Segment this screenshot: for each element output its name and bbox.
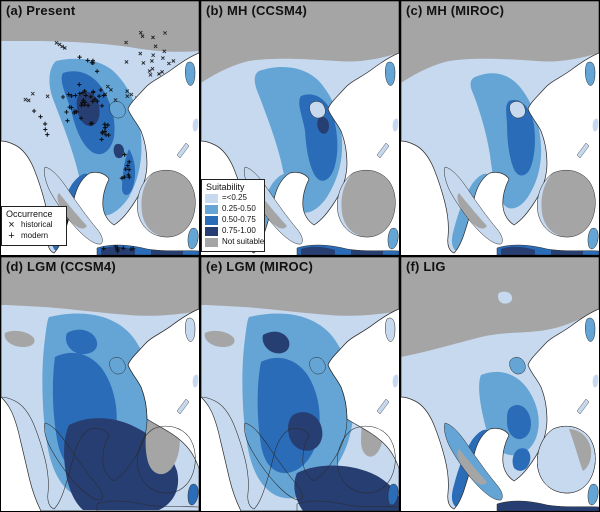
suitability-class-row: 0.75-1.00 <box>205 226 261 236</box>
class-medlow-label: 0.25-0.50 <box>222 204 256 213</box>
suitability-legend: Suitability =<0.25 0.25-0.50 0.50-0.75 0… <box>201 179 265 252</box>
panel-c-mh-miroc: (c) MH (MIROC) <box>401 1 599 255</box>
panel-f-lig: (f) LIG <box>401 257 599 511</box>
panel-d-lgm-ccsm4: (d) LGM (CCSM4) <box>1 257 199 511</box>
class-low-label: =<0.25 <box>222 193 247 202</box>
map-lgm-ccsm4 <box>1 257 199 511</box>
panel-e-label: (e) LGM (MIROC) <box>206 259 313 274</box>
swatch-high <box>205 226 218 236</box>
modern-plus-symbol: + <box>8 229 15 242</box>
historical-cross-symbol: × <box>8 218 15 231</box>
occurrence-modern-row: + modern <box>5 229 63 242</box>
suitability-class-row: 0.50-0.75 <box>205 215 261 225</box>
panel-b-label: (b) MH (CCSM4) <box>206 3 308 18</box>
swatch-medlow <box>205 204 218 214</box>
suitability-class-row: 0.25-0.50 <box>205 204 261 214</box>
modern-label: modern <box>21 231 49 240</box>
panel-f-label: (f) LIG <box>406 259 446 274</box>
occurrence-historical-row: × historical <box>5 218 63 231</box>
suitability-legend-title: Suitability <box>206 182 245 192</box>
panel-a-present: (a) Present Occurrence × historical + mo… <box>1 1 199 255</box>
suitability-class-row: =<0.25 <box>205 193 261 203</box>
occurrence-legend: Occurrence × historical + modern <box>1 206 67 246</box>
panel-b-mh-ccsm4: (b) MH (CCSM4) Suitability =<0.25 0.25-0… <box>201 1 399 255</box>
panel-e-lgm-miroc: (e) LGM (MIROC) <box>201 257 399 511</box>
historical-label: historical <box>21 220 53 229</box>
map-mh-miroc <box>401 1 599 255</box>
panel-c-label: (c) MH (MIROC) <box>406 3 505 18</box>
map-lig <box>401 257 599 511</box>
suitability-class-row: Not suitable <box>205 237 265 247</box>
panel-a-label: (a) Present <box>6 3 76 18</box>
swatch-medhigh <box>205 215 218 225</box>
occurrence-legend-title: Occurrence <box>6 209 53 219</box>
class-medhigh-label: 0.50-0.75 <box>222 215 256 224</box>
swatch-notsuitable <box>205 237 218 247</box>
map-present <box>1 1 199 255</box>
map-lgm-miroc <box>201 257 399 511</box>
class-high-label: 0.75-1.00 <box>222 226 256 235</box>
class-notsuitable-label: Not suitable <box>222 237 265 246</box>
swatch-low <box>205 193 218 203</box>
panel-d-label: (d) LGM (CCSM4) <box>6 259 116 274</box>
